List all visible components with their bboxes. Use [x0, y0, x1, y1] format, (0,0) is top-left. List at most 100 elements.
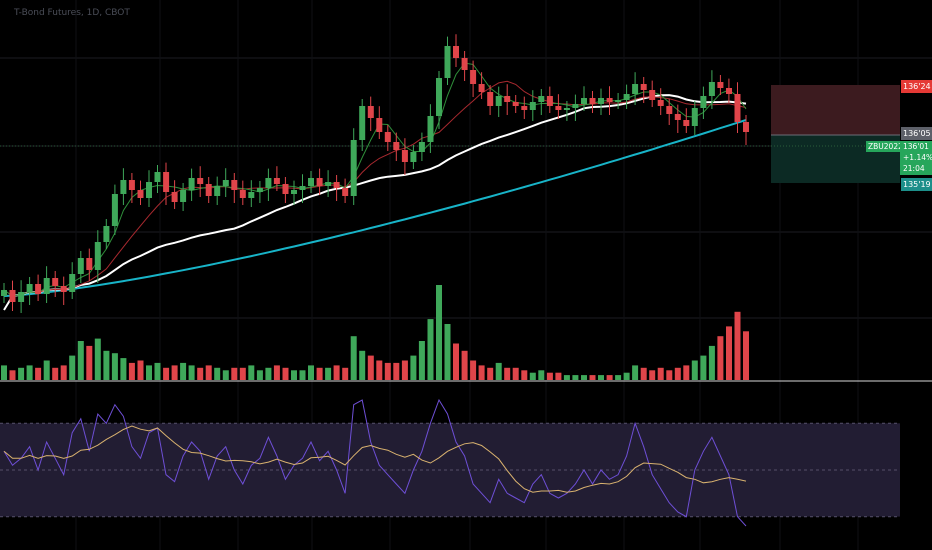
volume-bar — [529, 372, 536, 380]
volume-bar — [308, 365, 314, 380]
candle — [9, 280, 16, 311]
candle-body — [666, 106, 673, 114]
volume-bar — [615, 375, 622, 380]
candle-body — [683, 120, 690, 126]
candle-body — [555, 106, 562, 110]
candle — [248, 180, 255, 207]
candle-body — [77, 258, 84, 274]
candle — [359, 99, 366, 151]
volume-bar — [700, 355, 707, 380]
volume-bars — [1, 285, 749, 380]
volume-bar — [546, 372, 553, 380]
candle — [734, 82, 741, 133]
candle-body — [214, 186, 221, 196]
candle-body — [350, 140, 357, 196]
candle — [393, 132, 400, 161]
volume-bar — [342, 367, 349, 380]
candle-body — [393, 142, 400, 150]
volume-bar — [350, 336, 357, 380]
candle — [401, 138, 408, 175]
candle — [470, 60, 477, 97]
candle-body — [589, 98, 596, 104]
candle-body — [231, 180, 238, 190]
candle-body — [333, 182, 340, 188]
ma-fast-line — [3, 62, 747, 297]
candle — [171, 180, 178, 209]
candle — [265, 168, 272, 201]
candle-body — [35, 284, 42, 294]
candle-body — [171, 192, 178, 202]
candle — [495, 86, 502, 117]
candle-body — [26, 284, 33, 292]
volume-bar — [606, 375, 613, 380]
volume-bar — [649, 370, 656, 380]
candle-body — [700, 96, 707, 108]
volume-bar — [163, 367, 170, 380]
rsi-pane — [0, 398, 900, 527]
volume-bar — [291, 370, 297, 380]
candle-body — [308, 178, 314, 186]
candle — [26, 277, 33, 305]
candle-body — [359, 106, 366, 140]
candle-body — [436, 78, 442, 116]
candle-body — [197, 178, 204, 184]
candle-body — [581, 98, 587, 104]
moving-averages — [3, 62, 747, 311]
volume-bar — [137, 360, 144, 380]
candle — [291, 180, 297, 205]
volume-bar — [86, 345, 93, 380]
volume-bar — [461, 350, 468, 380]
volume-bar — [171, 365, 178, 380]
volume-bar — [1, 365, 7, 380]
candle-body — [410, 152, 417, 162]
candle — [146, 170, 152, 207]
candle — [384, 125, 391, 151]
candle — [111, 184, 118, 235]
candle-body — [478, 84, 485, 92]
candle — [512, 95, 519, 113]
candle — [453, 34, 459, 67]
volume-bar — [120, 358, 127, 380]
volume-bar — [35, 367, 42, 380]
candle-body — [453, 46, 459, 58]
candle-body — [248, 192, 255, 198]
candle-body — [137, 190, 144, 198]
candle — [120, 168, 127, 205]
volume-bar — [674, 367, 681, 380]
volume-bar — [487, 367, 494, 380]
volume-bar — [470, 360, 477, 380]
volume-bar — [197, 367, 204, 380]
candle-body — [598, 98, 604, 104]
volume-bar — [282, 367, 289, 380]
candle-body — [111, 194, 118, 226]
candle-body — [521, 106, 528, 110]
candle — [325, 170, 332, 197]
volume-bar — [427, 319, 434, 380]
candle-body — [120, 180, 127, 194]
candle — [86, 248, 93, 281]
volume-bar — [154, 362, 161, 380]
candle — [657, 88, 664, 115]
entry-price-tag: 136'05 — [901, 127, 932, 140]
volume-bar — [376, 360, 383, 380]
candle-body — [69, 274, 76, 292]
candle — [342, 178, 349, 203]
candle-body — [265, 178, 272, 188]
candle-body — [649, 90, 656, 100]
volume-bar — [495, 362, 502, 380]
candle — [615, 93, 622, 109]
candle-body — [367, 106, 374, 118]
symbol-label: T-Bond Futures, 1D, CBOT — [14, 8, 130, 18]
volume-bar — [632, 365, 639, 380]
candle — [77, 251, 84, 283]
candle-body — [273, 178, 280, 184]
candle-body — [504, 96, 511, 102]
volume-bar — [623, 372, 630, 380]
candle — [726, 78, 732, 103]
volume-bar — [77, 341, 84, 380]
candle-body — [86, 258, 93, 270]
volume-bar — [666, 370, 673, 380]
candle — [222, 168, 229, 197]
candle — [529, 90, 536, 121]
